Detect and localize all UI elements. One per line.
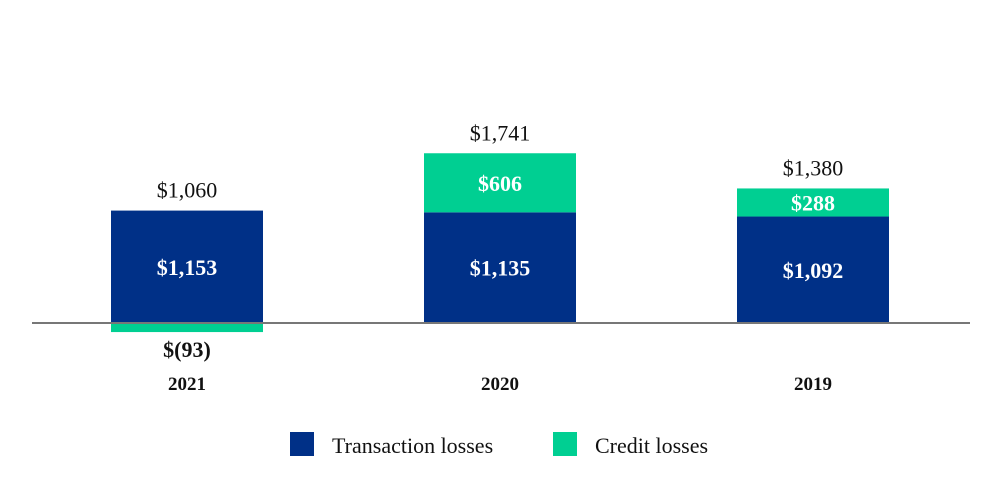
bar-transaction-losses-2020 bbox=[424, 212, 576, 323]
category-label-2019: 2019 bbox=[794, 374, 832, 395]
legend-label-transaction-losses: Transaction losses bbox=[332, 433, 493, 458]
bar-value-label-transaction-losses-2019: $1,092 bbox=[783, 258, 844, 283]
bar-credit-losses-2021 bbox=[111, 323, 263, 333]
bar-value-label-transaction-losses-2021: $1,153 bbox=[157, 255, 218, 280]
bar-credit-losses-2020 bbox=[424, 153, 576, 213]
bar-credit-losses-2019 bbox=[737, 188, 889, 217]
bar-transaction-losses-2021 bbox=[111, 210, 263, 323]
bars-layer bbox=[111, 153, 889, 333]
category-label-2021: 2021 bbox=[168, 374, 206, 395]
legend-label-credit-losses: Credit losses bbox=[595, 433, 708, 458]
legend-swatch-credit-losses bbox=[553, 432, 577, 456]
total-label-2019: $1,380 bbox=[783, 155, 844, 180]
legend-swatch-transaction-losses bbox=[290, 432, 314, 456]
bar-value-label-credit-losses-2020: $606 bbox=[478, 171, 522, 196]
bar-value-label-credit-losses-2019: $288 bbox=[791, 190, 835, 215]
bar-value-label-credit-losses-2021: $(93) bbox=[163, 337, 211, 362]
legend: Transaction losses Credit losses bbox=[290, 432, 708, 458]
labels-layer: $1,153 $(93) $1,060 2021 $1,135 $606 $1,741 202… bbox=[157, 120, 844, 395]
bar-value-label-transaction-losses-2020: $1,135 bbox=[470, 256, 531, 281]
bar-transaction-losses-2019 bbox=[737, 216, 889, 323]
category-label-2020: 2020 bbox=[481, 374, 519, 395]
total-label-2020: $1,741 bbox=[470, 120, 531, 145]
total-label-2021: $1,060 bbox=[157, 178, 218, 203]
